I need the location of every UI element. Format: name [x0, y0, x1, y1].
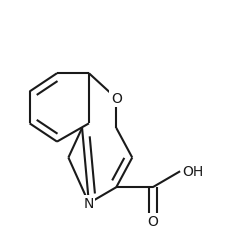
Text: O: O: [147, 214, 158, 228]
Text: O: O: [110, 92, 121, 106]
Text: OH: OH: [182, 164, 203, 178]
Text: N: N: [83, 196, 94, 210]
